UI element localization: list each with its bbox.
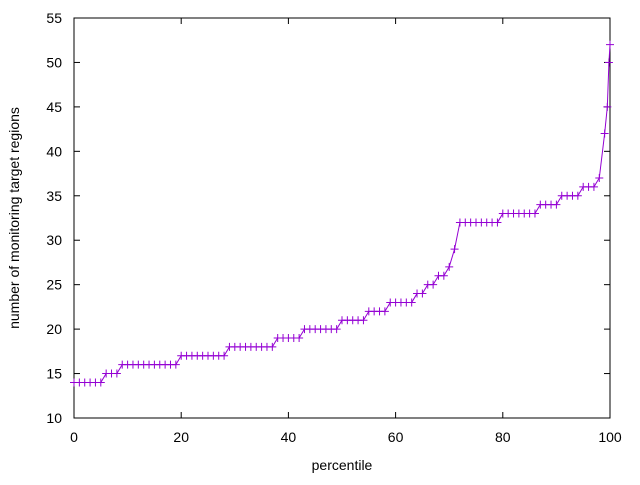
y-tick-label: 15	[46, 366, 62, 382]
point-marker	[573, 191, 582, 200]
x-tick-label: 60	[388, 429, 404, 445]
point-marker	[493, 218, 502, 227]
point-marker	[595, 174, 604, 182]
point-marker	[604, 58, 613, 67]
point-marker	[450, 245, 459, 254]
x-axis-label: percentile	[312, 457, 373, 473]
y-axis-label: number of monitoring target regions	[6, 107, 22, 329]
y-tick-label: 45	[46, 99, 62, 115]
x-tick-label: 100	[598, 429, 622, 445]
point-marker	[439, 271, 448, 280]
point-marker	[552, 200, 561, 209]
point-marker	[268, 342, 277, 351]
point-marker	[220, 351, 229, 360]
point-marker	[359, 316, 368, 325]
y-tick-label: 25	[46, 277, 62, 293]
y-tick-label: 50	[46, 54, 62, 70]
x-tick-label: 20	[173, 429, 189, 445]
x-tick-label: 80	[495, 429, 511, 445]
y-tick-label: 55	[46, 10, 62, 26]
point-marker	[96, 378, 105, 387]
y-tick-label: 40	[46, 143, 62, 159]
point-marker	[445, 262, 454, 271]
point-marker	[530, 209, 539, 218]
point-marker	[418, 289, 427, 298]
point-marker	[429, 280, 438, 289]
point-marker	[295, 334, 304, 342]
y-tick-label: 20	[46, 321, 62, 337]
point-marker	[600, 129, 609, 138]
point-marker	[606, 40, 614, 49]
point-marker	[603, 102, 612, 111]
point-marker	[380, 307, 389, 316]
y-tick-label: 35	[46, 188, 62, 204]
point-marker	[407, 298, 416, 307]
x-tick-label: 0	[70, 429, 78, 445]
point-marker	[332, 325, 341, 334]
y-tick-label: 10	[46, 410, 62, 426]
y-tick-label: 30	[46, 232, 62, 248]
point-marker	[112, 369, 121, 378]
point-marker	[171, 360, 180, 369]
point-marker	[589, 182, 598, 191]
plot-border	[73, 17, 611, 419]
x-tick-label: 40	[281, 429, 297, 445]
